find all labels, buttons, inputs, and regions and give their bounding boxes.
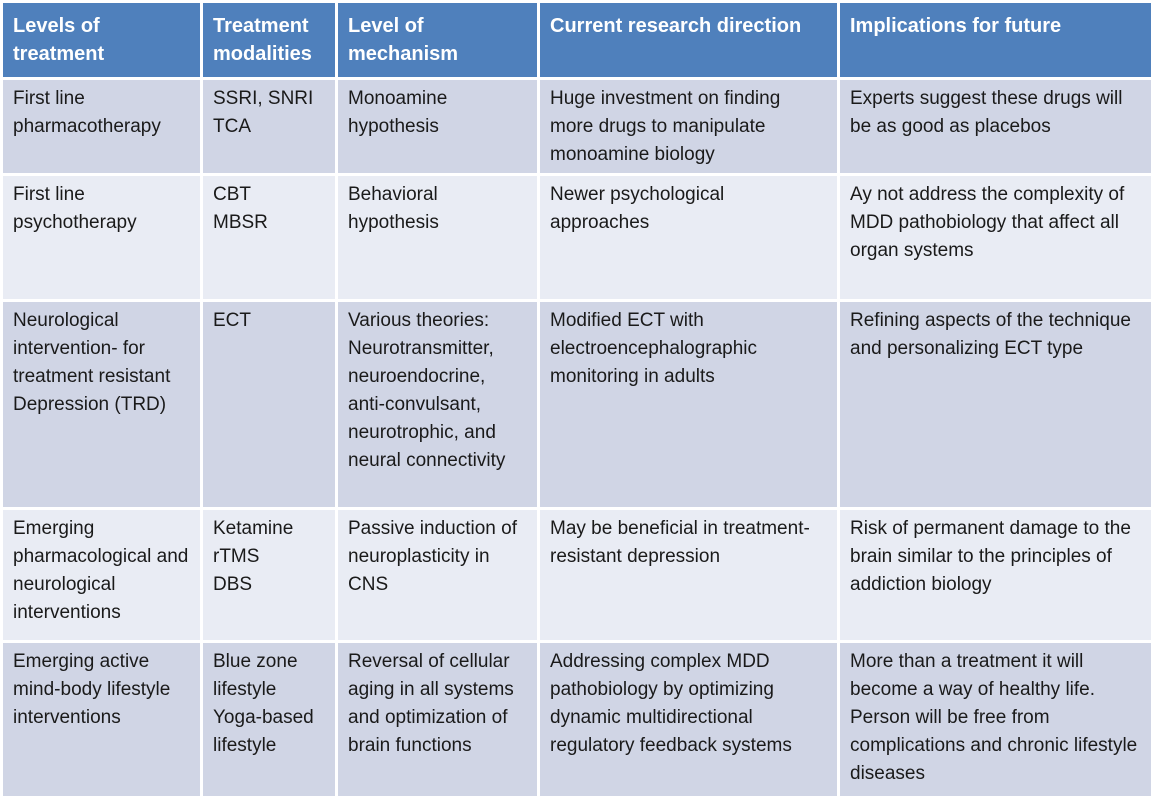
table-cell: Emerging pharmacological and neurologica…: [3, 510, 200, 640]
table-cell: Ketamine rTMS DBS: [203, 510, 335, 640]
col-header-levels-of-treatment: Levels of treatment: [3, 3, 200, 77]
col-header-treatment-modalities: Treatment modalities: [203, 3, 335, 77]
table-cell: CBT MBSR: [203, 176, 335, 299]
col-header-implications-for-future: Implications for future: [840, 3, 1151, 77]
col-header-level-of-mechanism: Level of mechanism: [338, 3, 537, 77]
table-cell: First line pharmacotherapy: [3, 80, 200, 173]
table-row: Emerging active mind-body lifestyle inte…: [3, 643, 1151, 796]
table-cell: ECT: [203, 302, 335, 507]
col-header-current-research-direction: Current research direction: [540, 3, 837, 77]
table-cell: Various theories: Neurotransmitter, neur…: [338, 302, 537, 507]
table-cell: Blue zone lifestyle Yoga-based lifestyle: [203, 643, 335, 796]
table-cell: Refining aspects of the technique and pe…: [840, 302, 1151, 507]
table-row: Neurological intervention- for treatment…: [3, 302, 1151, 507]
table-row: First line psychotherapy CBT MBSR Behavi…: [3, 176, 1151, 299]
table-cell: Emerging active mind-body lifestyle inte…: [3, 643, 200, 796]
table-row: First line pharmacotherapy SSRI, SNRI TC…: [3, 80, 1151, 173]
table-cell: SSRI, SNRI TCA: [203, 80, 335, 173]
table-cell: Huge investment on finding more drugs to…: [540, 80, 837, 173]
table-cell: Newer psychological approaches: [540, 176, 837, 299]
table-cell: Modified ECT with electroencephalographi…: [540, 302, 837, 507]
table-cell: More than a treatment it will become a w…: [840, 643, 1151, 796]
table-cell: First line psychotherapy: [3, 176, 200, 299]
table-header-row: Levels of treatment Treatment modalities…: [3, 3, 1151, 77]
table-cell: Addressing complex MDD pathobiology by o…: [540, 643, 837, 796]
table-cell: Ay not address the complexity of MDD pat…: [840, 176, 1151, 299]
table-cell: Reversal of cellular aging in all system…: [338, 643, 537, 796]
table-cell: May be beneficial in treatment-resistant…: [540, 510, 837, 640]
table-cell: Monoamine hypothesis: [338, 80, 537, 173]
table-row: Emerging pharmacological and neurologica…: [3, 510, 1151, 640]
table-cell: Behavioral hypothesis: [338, 176, 537, 299]
table-cell: Risk of permanent damage to the brain si…: [840, 510, 1151, 640]
table-cell: Neurological intervention- for treatment…: [3, 302, 200, 507]
table-cell: Experts suggest these drugs will be as g…: [840, 80, 1151, 173]
table-cell: Passive induction of neuroplasticity in …: [338, 510, 537, 640]
